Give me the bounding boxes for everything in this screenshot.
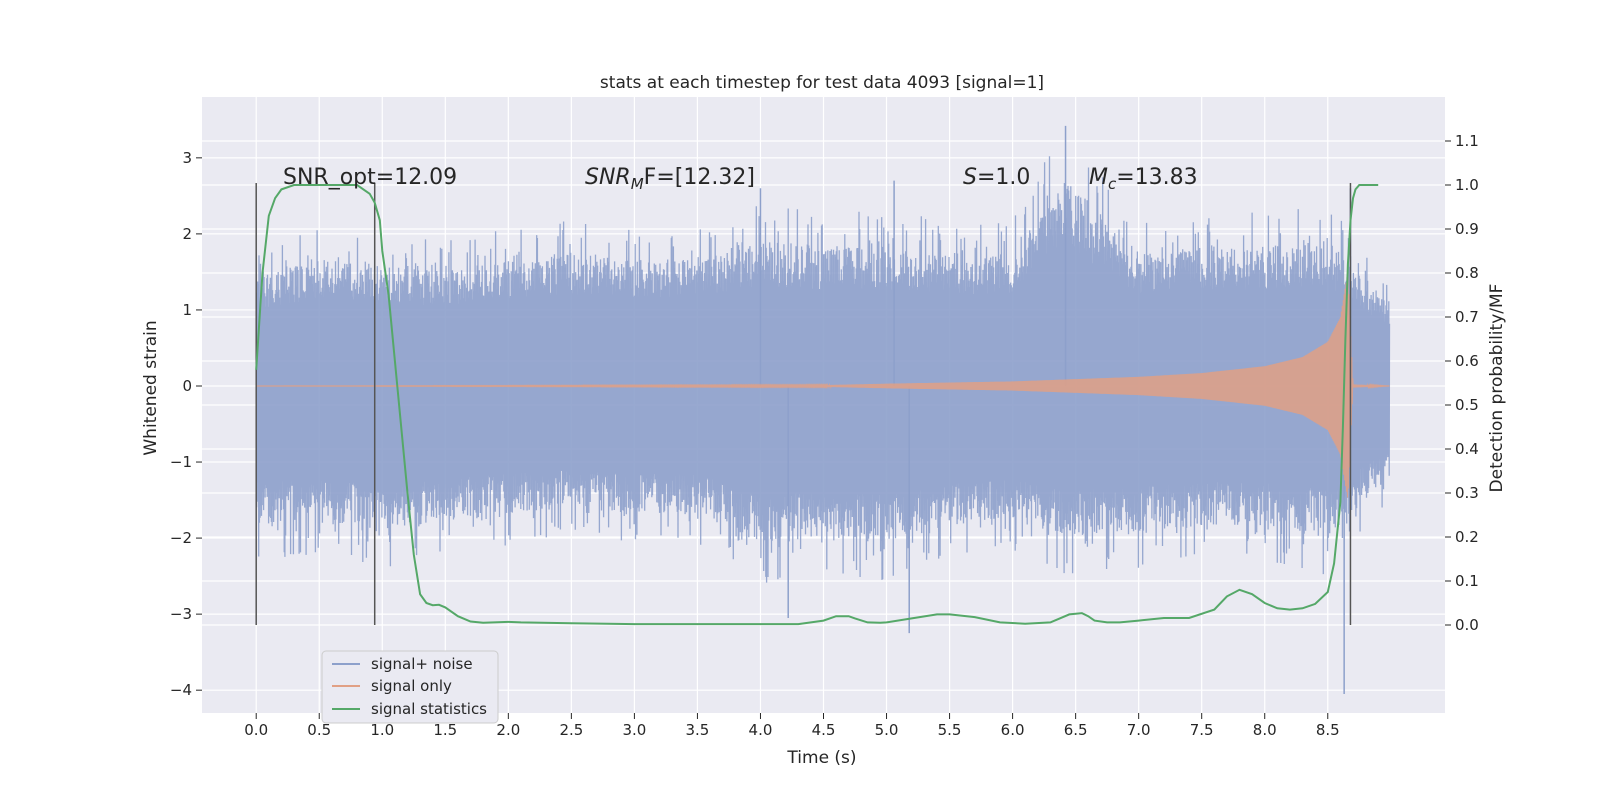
annotation-s: S=1.0 [963,165,1030,190]
annotation-snr-mf-base: SNR [585,165,631,190]
signal-only-line [256,272,1390,498]
annotation-snr-opt: SNR_opt=12.09 [283,165,457,190]
x-tick-label: 8.5 [1316,721,1340,739]
x-tick-label: 8.0 [1253,721,1277,739]
x-tick-label: 6.0 [1001,721,1025,739]
x-tick-label: 5.0 [875,721,899,739]
annotation-mc: Mc=13.83 [1089,165,1198,193]
y-right-tick-label: 0.6 [1455,352,1479,370]
y-tick-label: 3 [182,149,192,167]
legend: signal+ noise signal only signal statist… [321,650,499,724]
x-axis-ticks: 0.0 0.5 1.0 1.5 2.0 2.5 3.0 3.5 4.0 4.5 5.0 5.5 6.0 6… [244,713,1340,739]
y-tick-label: −2 [170,529,192,547]
x-tick-label: 2.0 [496,721,520,739]
legend-label-signal-only: signal only [371,677,452,695]
y-right-tick-label: 0.4 [1455,440,1479,458]
x-tick-label: 1.0 [370,721,394,739]
series-signal-statistics [255,184,1379,626]
annotation-snr-mf: SNRMF=[12.32] [585,165,755,193]
y-tick-label: 0 [182,377,192,395]
series-signal-only [256,272,1390,498]
y-tick-label: −1 [170,453,192,471]
y-right-tick-label: 0.5 [1455,396,1479,414]
x-tick-label: 3.0 [622,721,646,739]
y-right-tick-label: 1.0 [1455,176,1479,194]
y-axis-ticks: 3 2 1 0 −1 −2 −3 −4 [170,149,202,699]
annotation-mc-base: M [1089,165,1108,190]
vertical-markers [255,183,1352,625]
y-axis-label: Whitened strain [141,320,161,455]
annotation-mc-rest: =13.83 [1116,165,1197,190]
chart-title: stats at each timestep for test data 409… [600,73,1044,93]
y-right-tick-label: 0.2 [1455,528,1479,546]
y-right-tick-label: 0.7 [1455,308,1479,326]
x-tick-label: 7.5 [1190,721,1214,739]
annotation-s-rest: =1.0 [977,165,1030,190]
legend-box [321,650,499,724]
y-tick-label: −3 [170,605,192,623]
x-tick-label: 5.5 [938,721,962,739]
x-tick-label: 2.5 [559,721,583,739]
x-tick-label: 1.5 [433,721,457,739]
y-tick-label: 1 [182,301,192,319]
y-tick-label: 2 [182,225,192,243]
y-right-tick-label: 0.0 [1455,616,1479,634]
y-right-tick-label: 0.8 [1455,264,1479,282]
signal-statistics-line [255,184,1379,626]
x-tick-label: 4.5 [812,721,836,739]
x-tick-label: 4.0 [749,721,773,739]
annotation-snr-mf-rest: F=[12.32] [644,165,755,190]
y-right-tick-label: 1.1 [1455,132,1479,150]
x-tick-label: 0.0 [244,721,268,739]
y-right-tick-label: 0.9 [1455,220,1479,238]
signal-plus-noise-line [255,156,1391,583]
y-tick-label: −4 [170,681,192,699]
annotation-snr-mf-sub: M [631,175,644,193]
legend-label-signal-plus-noise: signal+ noise [371,655,473,673]
y-right-tick-label: 0.3 [1455,484,1479,502]
x-axis-label: Time (s) [786,748,856,768]
y-right-tick-label: 0.1 [1455,572,1479,590]
y-right-axis-ticks: 0.0 0.1 0.2 0.3 0.4 0.5 0.6 0.7 0.8 0.9 1.0 1.1 [1445,132,1479,634]
x-tick-label: 0.5 [307,721,331,739]
annotation-s-base: S [963,165,977,190]
y-right-axis-label: Detection probability/MF [1487,284,1507,493]
legend-label-signal-statistics: signal statistics [371,700,487,718]
x-tick-label: 3.5 [686,721,710,739]
x-tick-label: 7.0 [1127,721,1151,739]
x-tick-label: 6.5 [1064,721,1088,739]
annotation-mc-sub: c [1108,175,1117,193]
